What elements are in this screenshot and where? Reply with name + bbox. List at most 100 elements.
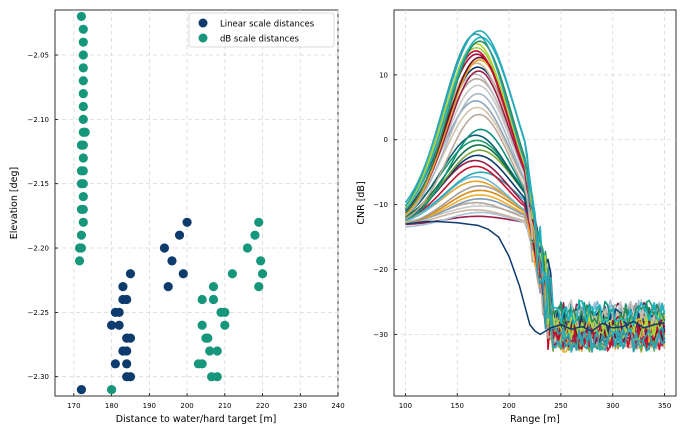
line-x-tick-label: 200 [502,402,515,410]
scatter-x-tick-label: 230 [294,402,307,410]
db-distance-point [220,307,230,317]
db-distance-point [212,346,222,356]
db-distance-point [208,294,219,305]
db-distance-point [78,153,88,163]
linear-distance-point [107,320,117,330]
db-distance-point [107,384,117,395]
legend-box [188,12,335,48]
db-distance-point [257,269,268,279]
linear-distance-point [118,282,128,292]
scatter-x-tick-label: 190 [143,402,156,410]
scatter-y-tick-label: −2.20 [28,245,49,253]
scatter-points [74,11,268,395]
linear-distance-point [122,294,132,305]
cnr-series-line [404,36,666,327]
linear-distance-point [125,269,136,279]
linear-distance-point [174,230,185,240]
db-distance-point [76,230,87,240]
line-x-tick-label: 250 [554,402,567,410]
db-distance-point [78,37,88,47]
line-y-tick-label: −10 [373,201,388,209]
db-distance-point [78,140,88,150]
line-panel: 100 150 200 250 300 350 −30 −20 −10 0 10 Range [m]… [356,9,677,425]
scatter-y-tick-label: −2.10 [28,116,49,124]
db-distance-point [78,24,88,34]
db-distance-point [76,243,87,253]
line-x-tick-label: 350 [658,402,671,410]
linear-distance-point [163,282,173,292]
line-y-axis-label: CNR [dB] [356,181,367,224]
scatter-y-tick-label: −2.25 [28,309,49,317]
db-distance-point [242,243,253,253]
legend-label-db: dB scale distances [220,35,300,45]
line-x-axis-label: Range [m] [510,414,560,425]
db-distance-point [78,50,88,60]
scatter-y-tick-label: −2.30 [28,373,49,381]
linear-distance-point [125,333,136,343]
scatter-x-tick-label: 180 [105,402,118,410]
db-distance-point [203,333,213,343]
db-distance-point [78,114,88,124]
db-distance-point [78,191,88,202]
scatter-y-tick-label: −2.05 [28,52,49,60]
db-distance-point [78,204,88,215]
db-distance-point [78,101,88,112]
linear-distance-point [114,320,124,330]
scatter-plot-area [54,9,339,397]
db-distance-point [205,346,215,356]
linear-distance-point [122,346,132,356]
db-distance-point [254,217,264,227]
scatter-ticks: 170 180 190 200 210 220 230 240 −2.30 −2.25 −2.20 −… [28,52,345,410]
cnr-series-line [404,30,666,353]
cnr-lines [404,30,666,353]
db-distance-point [220,320,230,330]
legend: Linear scale distances dB scale distance… [188,12,335,48]
line-y-tick-label: −20 [373,266,388,274]
scatter-x-tick-label: 220 [256,402,269,410]
scatter-x-axis-label: Distance to water/hard target [m] [116,414,277,425]
db-distance-point [76,11,87,22]
linear-distance-point [122,359,132,369]
line-ticks: 100 150 200 250 300 350 −30 −20 −10 0 10 [373,71,671,410]
db-distance-point [256,256,266,266]
linear-distance-point [182,217,192,227]
scatter-x-tick-label: 240 [331,402,344,410]
scatter-x-tick-label: 210 [218,402,231,410]
line-y-tick-label: −30 [373,331,388,339]
legend-label-linear: Linear scale distances [220,20,315,30]
line-y-tick-label: 10 [379,71,388,79]
linear-distance-point [110,359,120,369]
db-distance-point [78,179,88,189]
db-distance-point [197,359,207,369]
legend-marker-db [198,33,208,43]
db-distance-point [80,127,90,137]
db-distance-point [212,372,222,382]
db-distance-point [78,166,88,176]
legend-marker-linear [198,18,208,28]
db-distance-point [74,256,85,266]
linear-distance-point [159,243,170,253]
db-distance-point [250,230,260,240]
scatter-x-tick-label: 170 [67,402,80,410]
db-distance-point [197,294,207,305]
linear-distance-point [125,372,136,382]
scatter-grid [55,10,339,396]
cnr-anomalous-line [405,220,665,336]
linear-distance-point [114,307,124,317]
db-distance-point [227,269,237,279]
db-distance-point [254,282,264,292]
scatter-x-tick-label: 200 [180,402,193,410]
line-x-tick-label: 100 [399,402,412,410]
db-distance-point [197,320,207,330]
line-y-tick-label: 0 [384,136,388,144]
db-distance-point [78,89,88,99]
db-distance-point [78,217,88,227]
db-distance-point [78,63,88,73]
linear-distance-point [178,269,188,279]
linear-distance-point [76,384,87,395]
db-distance-point [78,76,88,86]
scatter-y-axis-label: Elevation [deg] [9,167,20,239]
linear-distance-point [167,256,177,266]
db-distance-point [208,282,219,292]
